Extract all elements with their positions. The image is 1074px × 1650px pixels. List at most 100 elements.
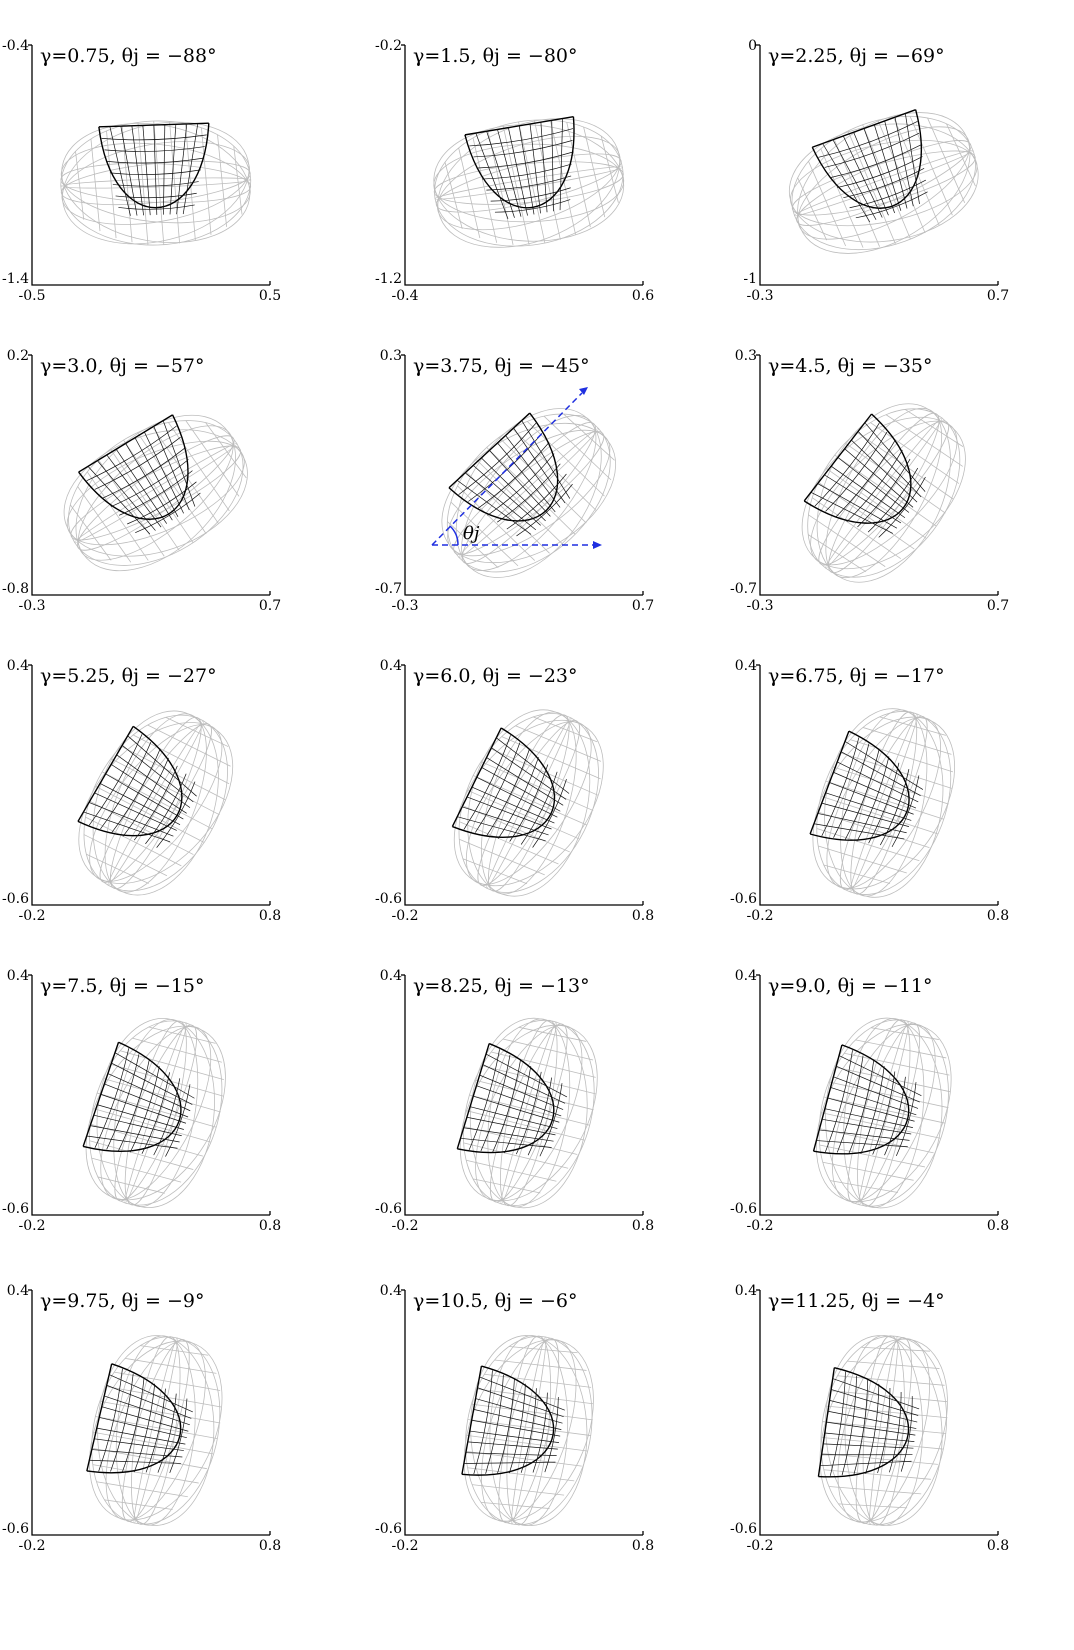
axes bbox=[404, 975, 643, 1216]
inner-grid-line bbox=[844, 741, 924, 790]
outer-grid-line bbox=[850, 739, 953, 773]
panel-12: 0.4 -0.6-0.2 0.8 γ=9.0, θj = −11° bbox=[730, 968, 1009, 1234]
arrow-head bbox=[593, 541, 602, 549]
inner-cup-rim bbox=[77, 725, 134, 822]
inner-grid-line bbox=[127, 735, 197, 797]
outer-grid-line bbox=[486, 447, 576, 535]
outer-grid-line bbox=[77, 425, 234, 561]
theta-label: θj bbox=[463, 523, 480, 544]
outer-grid-line bbox=[490, 748, 599, 796]
outer-grid-line bbox=[847, 1360, 940, 1369]
outer-grid-line bbox=[549, 120, 576, 235]
inner-grid-line bbox=[83, 811, 171, 843]
inner-grid-line bbox=[473, 1409, 562, 1430]
outer-grid-line bbox=[812, 716, 956, 890]
inner-grid-line bbox=[457, 816, 546, 842]
outer-grid-line bbox=[63, 429, 248, 557]
panel-title: γ=9.0, θj = −11° bbox=[768, 975, 933, 997]
outer-grid-line bbox=[904, 409, 964, 447]
outer-grid-line bbox=[840, 709, 928, 897]
outer-grid-line bbox=[95, 1416, 218, 1440]
inner-grid-line bbox=[486, 131, 515, 218]
x-tick-right: 0.8 bbox=[987, 908, 1009, 924]
outer-grid-line bbox=[498, 1337, 560, 1524]
outer-grid-line bbox=[70, 445, 242, 541]
inner-grid-line bbox=[475, 132, 509, 219]
outer-grid-line bbox=[89, 1340, 223, 1521]
outer-grid-line bbox=[457, 485, 536, 561]
outer-grid-line bbox=[455, 408, 602, 578]
outer-grid-line bbox=[791, 150, 976, 216]
outer-grid-line bbox=[533, 120, 561, 240]
outer-grid-line bbox=[480, 1501, 550, 1509]
inner-grid-line bbox=[836, 1065, 920, 1103]
inner-grid-line bbox=[505, 435, 561, 508]
y-tick-bottom: -0.7 bbox=[375, 581, 402, 597]
inner-grid-line bbox=[894, 117, 914, 207]
outer-grid-line bbox=[459, 1024, 598, 1202]
y-tick-top: 0.4 bbox=[380, 1283, 402, 1299]
x-tick-left: -0.3 bbox=[747, 598, 774, 614]
inner-grid-line bbox=[476, 1085, 562, 1117]
outer-grid-line bbox=[825, 1017, 943, 1209]
outer-grid-line bbox=[132, 1037, 222, 1063]
inner-grid-line bbox=[529, 123, 541, 214]
inner-grid-line bbox=[111, 1062, 193, 1105]
cell-mesh bbox=[451, 709, 604, 897]
outer-grid-line bbox=[469, 1017, 588, 1209]
inner-grid-line bbox=[551, 120, 554, 212]
inner-grid-line bbox=[466, 796, 552, 830]
inner-grid-line bbox=[482, 1064, 566, 1104]
outer-grid-line bbox=[844, 1335, 923, 1526]
inner-grid-line bbox=[817, 813, 907, 834]
x-tick-left: -0.2 bbox=[392, 908, 419, 924]
outer-grid-line bbox=[148, 1026, 216, 1044]
outer-grid-line bbox=[96, 1018, 215, 1208]
inner-grid-line bbox=[822, 143, 871, 223]
x-tick-right: 0.5 bbox=[259, 288, 281, 304]
outer-grid-line bbox=[152, 426, 219, 524]
outer-grid-line bbox=[77, 486, 132, 563]
outer-grid-line bbox=[543, 415, 612, 481]
outer-grid-line bbox=[480, 761, 594, 811]
inner-grid-line bbox=[473, 465, 541, 526]
inner-grid-line bbox=[87, 466, 151, 535]
y-tick-top: 0.4 bbox=[380, 968, 402, 984]
panel-8: 0.4 -0.6-0.2 0.8 γ=6.0, θj = −23° bbox=[375, 658, 654, 924]
outer-grid-line bbox=[467, 709, 591, 897]
outer-grid-line bbox=[820, 795, 938, 835]
x-tick-right: 0.7 bbox=[987, 598, 1009, 614]
inner-grid-line bbox=[115, 448, 168, 524]
outer-grid-line bbox=[518, 121, 546, 244]
outer-grid-line bbox=[818, 845, 907, 874]
inner-grid-line bbox=[471, 1419, 561, 1437]
y-tick-bottom: -0.6 bbox=[2, 891, 29, 907]
outer-grid-line bbox=[824, 708, 944, 898]
outer-grid-line bbox=[121, 125, 133, 243]
outer-grid-line bbox=[140, 1345, 209, 1356]
outer-grid-line bbox=[490, 1023, 568, 1203]
arrow-head bbox=[579, 387, 588, 395]
inner-grid-line bbox=[540, 122, 548, 213]
outer-grid-line bbox=[85, 1025, 226, 1201]
outer-grid-line bbox=[120, 1050, 224, 1080]
axes bbox=[759, 45, 998, 286]
inner-grid-line bbox=[823, 1443, 914, 1449]
outer-grid-line bbox=[92, 1431, 214, 1455]
inner-cup-rim bbox=[817, 1367, 835, 1477]
inner-grid-line bbox=[465, 1452, 557, 1456]
outer-grid-line bbox=[437, 135, 621, 231]
outer-grid-line bbox=[811, 497, 902, 560]
outer-grid-line bbox=[840, 752, 952, 789]
inner-grid-line bbox=[844, 448, 914, 508]
outer-grid-line bbox=[69, 504, 112, 561]
inner-grid-line bbox=[110, 764, 187, 814]
outer-grid-line bbox=[465, 471, 550, 554]
panel-title: γ=6.75, θj = −17° bbox=[768, 665, 945, 687]
x-tick-right: 0.8 bbox=[259, 908, 281, 924]
outer-grid-line bbox=[821, 1452, 938, 1465]
outer-grid-line bbox=[75, 414, 236, 572]
outer-grid-line bbox=[459, 821, 559, 865]
panel-2: -0.2 -1.2-0.4 0.6 γ=1.5, θj = −80° bbox=[375, 38, 654, 304]
y-tick-bottom: -0.6 bbox=[2, 1201, 29, 1217]
